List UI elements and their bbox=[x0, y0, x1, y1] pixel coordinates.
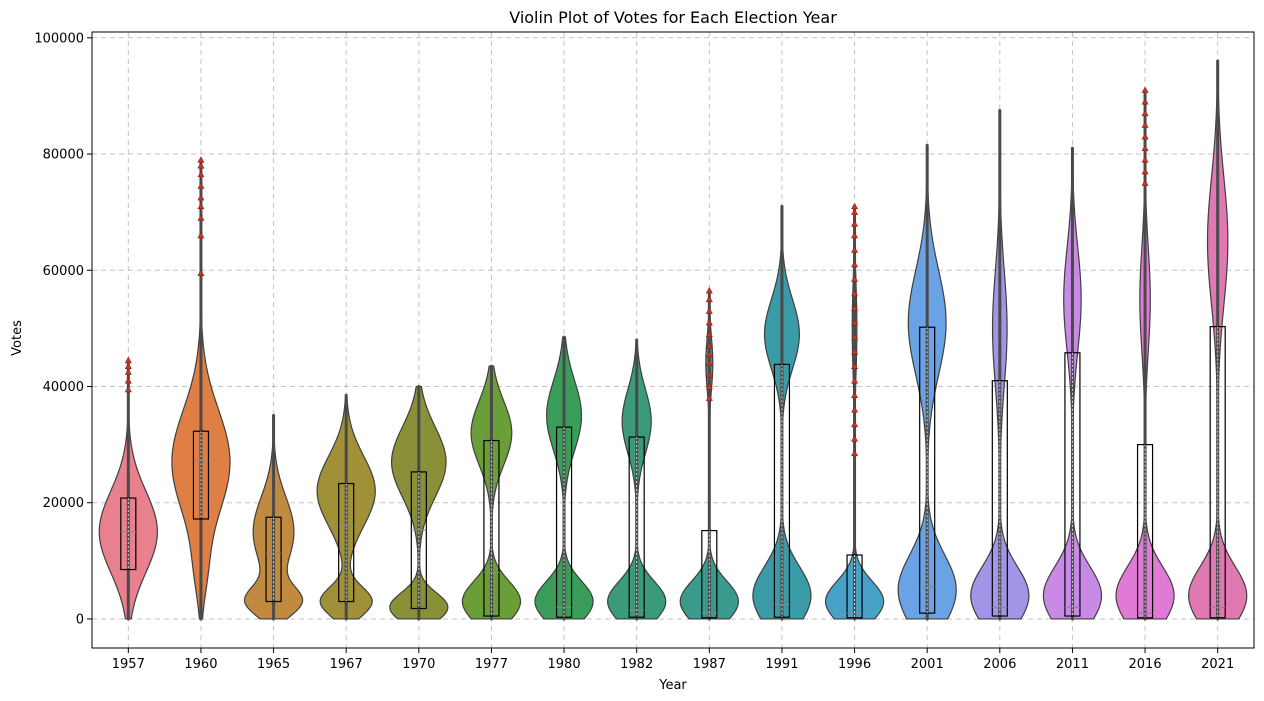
outlier-point bbox=[851, 449, 859, 457]
y-tick-label: 0 bbox=[76, 612, 84, 627]
violin-2016 bbox=[1115, 86, 1175, 621]
violin-1970 bbox=[389, 384, 449, 621]
violin-2006 bbox=[970, 108, 1030, 621]
outlier-point bbox=[1141, 167, 1149, 175]
outlier-point bbox=[197, 162, 205, 169]
x-tick-label: 2001 bbox=[911, 657, 944, 672]
violin-1977 bbox=[461, 364, 522, 621]
violin-1980 bbox=[534, 335, 594, 621]
outlier-point bbox=[705, 342, 713, 349]
x-tick-label: 1965 bbox=[257, 657, 290, 672]
outlier-point bbox=[851, 220, 859, 227]
outlier-point bbox=[851, 435, 859, 442]
outlier-point bbox=[851, 420, 859, 428]
chart-title: Violin Plot of Votes for Each Election Y… bbox=[509, 8, 837, 27]
outlier-point bbox=[851, 362, 859, 369]
outlier-point bbox=[705, 318, 713, 326]
outlier-point bbox=[124, 385, 132, 393]
outlier-point bbox=[851, 333, 859, 340]
outlier-point bbox=[851, 231, 859, 239]
y-tick-label: 100000 bbox=[34, 31, 84, 46]
outlier-point bbox=[705, 330, 713, 337]
outlier-point bbox=[851, 377, 859, 384]
outlier-point bbox=[705, 371, 713, 378]
axis-layer: 0 20000 40000 60000 80000 100000 1957 1960 1965 1… bbox=[34, 31, 1255, 672]
outlier-point bbox=[1141, 121, 1149, 128]
outlier-point bbox=[197, 170, 205, 178]
outlier-point bbox=[197, 182, 205, 189]
x-tick-label: 1991 bbox=[765, 657, 798, 672]
y-tick-label: 60000 bbox=[43, 264, 84, 279]
outlier-point bbox=[1141, 132, 1149, 140]
outlier-point bbox=[124, 368, 132, 375]
x-tick-label: 2006 bbox=[983, 657, 1016, 672]
x-tick-label: 1960 bbox=[184, 657, 217, 672]
outlier-point bbox=[1141, 86, 1149, 93]
violin-2021 bbox=[1188, 59, 1248, 621]
x-tick-label: 1987 bbox=[693, 657, 726, 672]
outlier-point bbox=[705, 350, 713, 358]
outlier-point bbox=[124, 356, 132, 364]
x-tick-label: 2011 bbox=[1056, 657, 1089, 672]
outlier-point bbox=[1141, 144, 1149, 152]
outlier-point bbox=[124, 362, 132, 369]
outlier-point bbox=[197, 269, 205, 276]
x-tick-label: 1967 bbox=[330, 657, 363, 672]
outlier-point bbox=[851, 406, 859, 413]
x-tick-label: 1957 bbox=[112, 657, 145, 672]
outlier-point bbox=[851, 202, 859, 210]
outlier-point bbox=[197, 214, 205, 221]
y-axis-label: Votes bbox=[10, 320, 25, 356]
outlier-point bbox=[197, 231, 205, 239]
x-axis-label: Year bbox=[658, 678, 687, 693]
y-tick-label: 20000 bbox=[43, 496, 84, 511]
outlier-point bbox=[705, 286, 713, 294]
outlier-point bbox=[1141, 109, 1149, 117]
outlier-point bbox=[124, 377, 132, 384]
violin-1957 bbox=[98, 356, 158, 621]
x-tick-label: 1980 bbox=[548, 657, 581, 672]
x-tick-label: 1977 bbox=[475, 657, 508, 672]
violin-1991 bbox=[752, 204, 812, 621]
outlier-point bbox=[851, 260, 859, 268]
outlier-point bbox=[851, 347, 859, 355]
outlier-point bbox=[851, 289, 859, 297]
outlier-point bbox=[851, 246, 859, 253]
outlier-point bbox=[197, 202, 205, 210]
y-tick-label: 80000 bbox=[43, 148, 84, 163]
violin-2001 bbox=[897, 143, 957, 621]
violin-1982 bbox=[607, 338, 667, 621]
x-tick-label: 1982 bbox=[620, 657, 653, 672]
violin-2011 bbox=[1042, 146, 1103, 621]
violin-1987 bbox=[679, 286, 739, 621]
outlier-point bbox=[851, 275, 859, 282]
violin-1996 bbox=[824, 202, 885, 621]
outlier-point bbox=[851, 318, 859, 326]
outlier-point bbox=[705, 295, 713, 303]
outlier-point bbox=[197, 156, 205, 163]
violin-layer bbox=[98, 59, 1248, 621]
plot-frame bbox=[91, 31, 1255, 649]
outlier-point bbox=[1141, 98, 1149, 105]
y-tick-label: 40000 bbox=[43, 380, 84, 395]
x-tick-label: 2021 bbox=[1201, 657, 1234, 672]
outlier-point bbox=[705, 382, 713, 390]
violin-1967 bbox=[316, 393, 376, 621]
outlier-point bbox=[1141, 156, 1149, 163]
outlier-point bbox=[705, 394, 713, 401]
outlier-point bbox=[851, 304, 859, 311]
x-tick-label: 1970 bbox=[402, 657, 435, 672]
outlier-point bbox=[705, 307, 713, 314]
violin-1960 bbox=[171, 156, 231, 621]
outlier-point bbox=[1141, 179, 1149, 186]
x-tick-label: 2016 bbox=[1129, 657, 1162, 672]
violin-1965 bbox=[243, 414, 304, 621]
outlier-point bbox=[705, 359, 713, 367]
outlier-point bbox=[851, 391, 859, 399]
outlier-point bbox=[197, 193, 205, 201]
x-tick-label: 1996 bbox=[838, 657, 871, 672]
outlier-point bbox=[851, 208, 859, 215]
